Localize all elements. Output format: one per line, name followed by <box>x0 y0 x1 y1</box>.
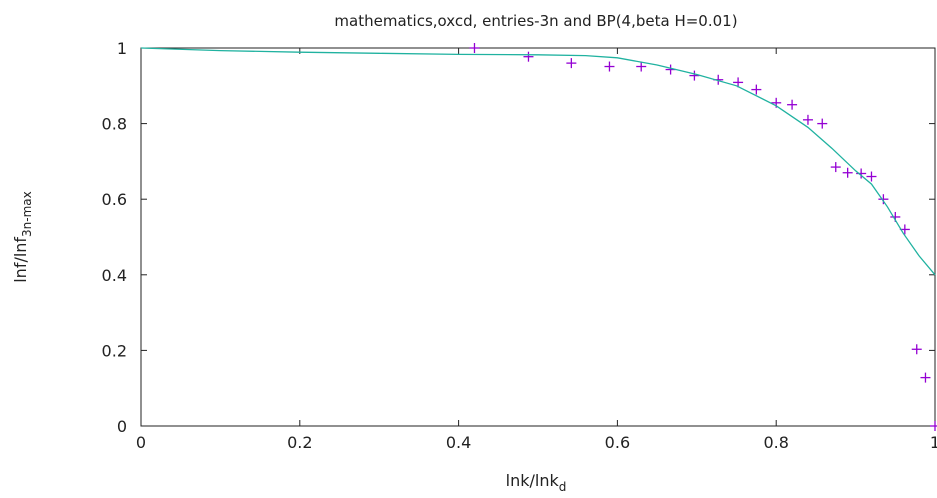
data-point <box>830 162 841 173</box>
x-tick-label: 0.8 <box>763 433 788 452</box>
data-point <box>636 61 647 72</box>
x-axis-ticks: 0 0.2 0.4 0.6 0.8 1 <box>136 48 937 452</box>
data-point <box>856 168 867 179</box>
plot-frame <box>140 47 936 427</box>
y-axis-ticks: 0 0.2 0.4 0.6 0.8 1 <box>102 39 935 436</box>
x-axis-label: lnk/lnkd <box>506 471 567 493</box>
x-tick-label: 1 <box>930 433 937 452</box>
x-tick-label: 0.6 <box>605 433 630 452</box>
y-tick-label: 0.2 <box>102 341 127 360</box>
series-layer <box>140 43 937 431</box>
y-axis-label: lnf/lnf3n-max <box>11 191 34 283</box>
y-tick-label: 0.6 <box>102 190 127 209</box>
y-tick-label: 1 <box>117 39 127 58</box>
data-point <box>566 58 577 69</box>
y-tick-label: 0 <box>117 417 127 436</box>
fit-line <box>140 47 936 276</box>
data-point <box>842 167 853 178</box>
data-point <box>787 99 798 110</box>
data-point <box>878 194 889 205</box>
data-point <box>911 344 922 355</box>
x-tick-label: 0.2 <box>287 433 312 452</box>
data-point <box>469 43 480 53</box>
y-tick-label: 0.8 <box>102 115 127 134</box>
data-point <box>866 171 877 182</box>
data-point <box>733 77 744 88</box>
data-point <box>751 84 762 95</box>
data-point <box>802 114 813 125</box>
data-point <box>604 61 615 72</box>
x-tick-label: 0.4 <box>446 433 471 452</box>
chart-title: mathematics,oxcd, entries-3n and BP(4,be… <box>334 12 737 30</box>
data-point <box>817 118 828 129</box>
y-tick-label: 0.4 <box>102 266 127 285</box>
x-tick-label: 0 <box>136 433 146 452</box>
data-point <box>689 70 700 81</box>
data-point <box>523 51 534 62</box>
data-point <box>930 421 937 431</box>
data-point <box>920 372 931 383</box>
